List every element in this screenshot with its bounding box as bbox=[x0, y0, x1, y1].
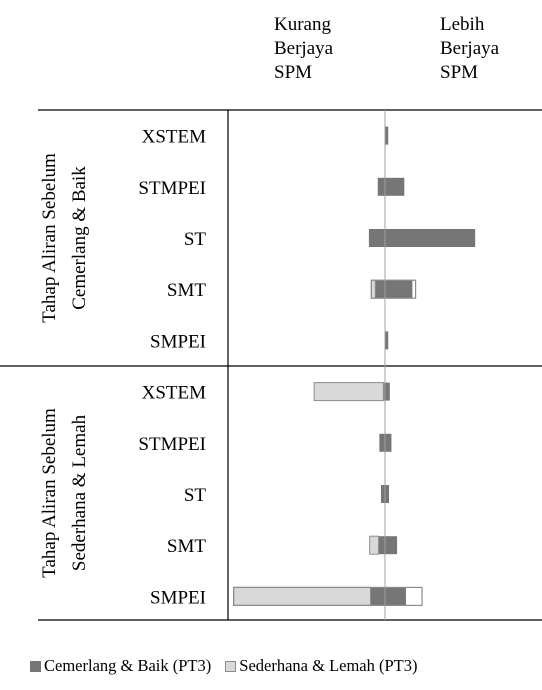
group-label-line: Tahap Aliran Sebelum bbox=[39, 408, 60, 578]
category-label: STMPEI bbox=[138, 434, 206, 455]
bar-cemerlang bbox=[377, 177, 405, 196]
legend-item-sederhana: Sederhana & Lemah (PT3) bbox=[225, 656, 418, 676]
bar-cemerlang bbox=[368, 229, 476, 247]
category-label: XSTEM bbox=[142, 127, 207, 148]
category-label: SMT bbox=[167, 536, 206, 557]
category-label: ST bbox=[184, 229, 207, 250]
category-label: SMPEI bbox=[150, 587, 206, 608]
bar-cemerlang bbox=[378, 536, 398, 555]
bar-cemerlang bbox=[383, 382, 390, 401]
bar-sederhana bbox=[233, 586, 372, 606]
header-left-line: Kurang bbox=[274, 14, 331, 35]
group-label-line: Sederhana & Lemah bbox=[69, 414, 90, 571]
group-label-line: Tahap Aliran Sebelum bbox=[39, 153, 60, 323]
legend-swatch-sederhana bbox=[225, 660, 237, 672]
category-label: STMPEI bbox=[138, 178, 206, 199]
legend-swatch-cemerlang bbox=[30, 660, 41, 672]
header-left-line: Berjaya bbox=[274, 38, 334, 59]
header-right-line: Lebih bbox=[440, 14, 485, 35]
bar-sederhana bbox=[370, 279, 376, 299]
plot-frame bbox=[0, 109, 542, 621]
category-label: ST bbox=[184, 485, 207, 506]
bar-outline bbox=[233, 586, 423, 607]
group-labels: Tahap Aliran Sebelum Cemerlang & Baik Taha… bbox=[39, 153, 90, 578]
bar-sederhana bbox=[369, 535, 380, 555]
category-label: SMPEI bbox=[150, 331, 206, 352]
bar-cemerlang bbox=[385, 331, 389, 350]
group-label-line: Cemerlang & Baik bbox=[69, 166, 90, 310]
legend-label-sederhana: Sederhana & Lemah (PT3) bbox=[239, 656, 418, 675]
bars bbox=[233, 126, 476, 607]
category-label: XSTEM bbox=[142, 383, 207, 404]
legend-label-cemerlang: Cemerlang & Baik (PT3) bbox=[44, 656, 212, 675]
legend-item-cemerlang: Cemerlang & Baik (PT3) bbox=[30, 656, 211, 676]
header-left-label: Kurang Berjaya SPM bbox=[274, 14, 334, 83]
bar-cemerlang bbox=[385, 126, 389, 145]
bar-cemerlang bbox=[370, 587, 406, 606]
legend: Cemerlang & Baik (PT3) Sederhana & Lemah… bbox=[30, 656, 432, 676]
category-labels: XSTEM STMPEI ST SMT SMPEI XSTEM STMPEI ST SMT SMP… bbox=[138, 127, 206, 609]
category-label: SMT bbox=[167, 280, 206, 301]
bar-sederhana bbox=[313, 382, 384, 402]
header-right-line: SPM bbox=[440, 62, 478, 83]
header-right-label: Lebih Berjaya SPM bbox=[440, 14, 500, 83]
bar-outline bbox=[370, 279, 417, 299]
header-left-line: SPM bbox=[274, 62, 312, 83]
header-right-line: Berjaya bbox=[440, 38, 500, 59]
bar-cemerlang bbox=[375, 280, 413, 299]
